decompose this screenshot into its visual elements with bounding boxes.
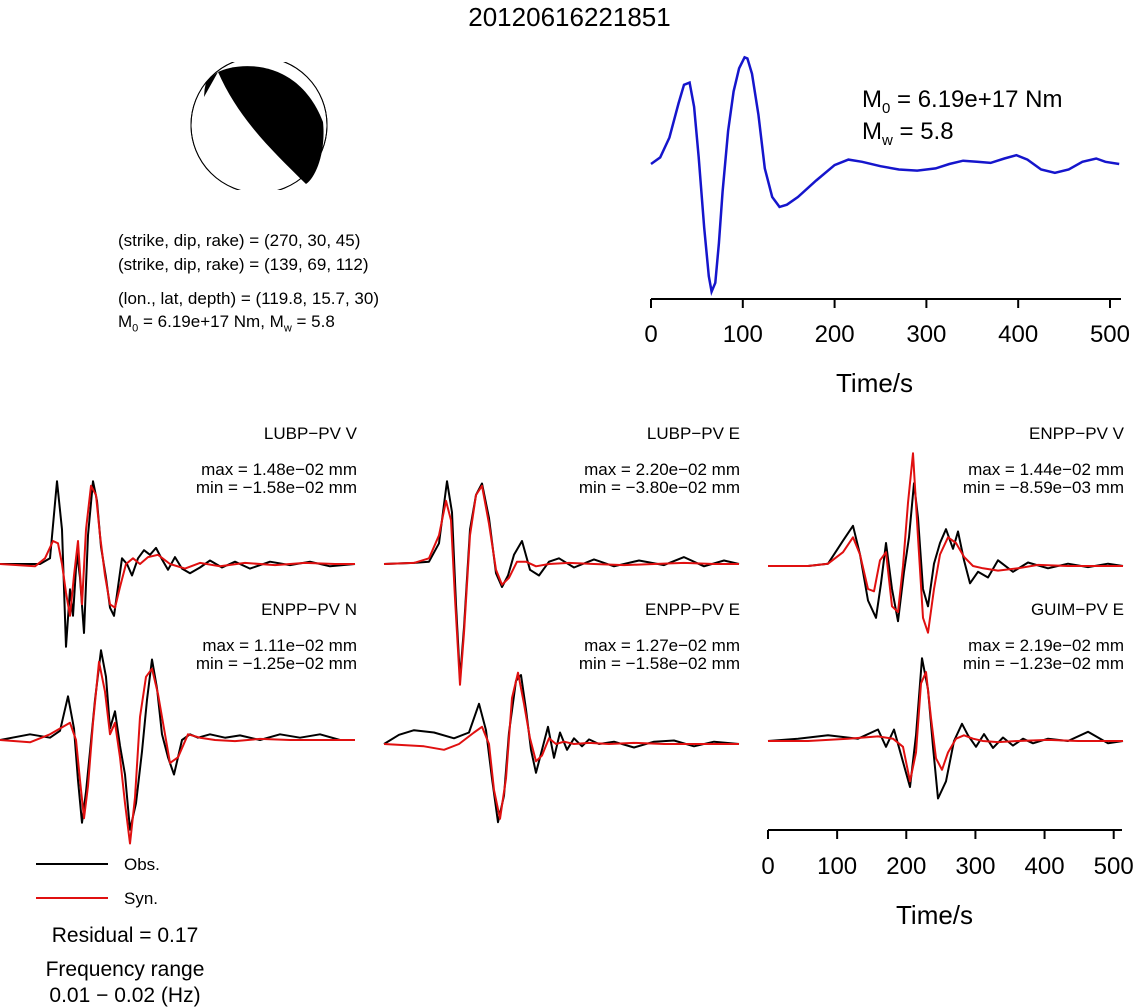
stf-x-tick-label: 200	[815, 321, 855, 348]
focal-mechanism-beachball-icon	[190, 62, 328, 190]
station-max: max = 2.20e−02 mm	[584, 460, 740, 479]
bottom-x-tick-label: 200	[886, 853, 926, 880]
bottom-time-x-ticks: 0 100 200 300 400 500	[761, 830, 1134, 880]
stf-x-ticks: 0 100 200 300 400 500	[644, 299, 1130, 348]
residual-label: Residual = 0.17	[51, 924, 199, 947]
station-min: min = −1.58e−02 mm	[195, 478, 357, 497]
bottom-x-tick-label: 0	[761, 853, 774, 880]
station-name: LUBP−PV V	[263, 424, 357, 443]
mechanism-plane1: (strike, dip, rake) = (270, 30, 45)	[118, 231, 361, 250]
station-name: GUIM−PV E	[1030, 600, 1124, 619]
stf-line	[650, 55, 1120, 296]
stf-x-tick-label: 400	[998, 321, 1038, 348]
station-panel: GUIM−PV E max = 2.19e−02 mm min = −1.23e…	[768, 596, 1139, 776]
stf-xlabel: Time/s	[836, 368, 914, 398]
stf-x-tick-label: 300	[906, 321, 946, 348]
observed-trace	[767, 657, 1124, 800]
mechanism-moment: M0 = 6.19e+17 Nm, Mw = 5.8	[118, 312, 335, 335]
observed-trace	[383, 674, 740, 824]
waveform-traces	[0, 452, 1124, 845]
stf-x-tick-label: 0	[644, 321, 657, 348]
observed-trace	[0, 649, 355, 831]
station-name: LUBP−PV E	[646, 424, 740, 443]
figure-title: 20120616221851	[468, 2, 671, 32]
frequency-label: Frequency range	[45, 958, 205, 981]
bottom-x-tick-label: 400	[1025, 853, 1065, 880]
synthetic-trace	[768, 671, 1123, 783]
frequency-value: 0.01 − 0.02 (Hz)	[49, 984, 201, 1007]
stf-x-tick-label: 100	[723, 321, 763, 348]
observed-trace	[383, 480, 740, 680]
station-max: max = 1.44e−02 mm	[968, 460, 1124, 479]
mechanism-location: (lon., lat, depth) = (119.8, 15.7, 30)	[118, 289, 379, 308]
station-max: max = 2.19e−02 mm	[968, 636, 1124, 655]
legend-syn-label: Syn.	[124, 889, 159, 908]
stf-mw-label: Mw = 5.8	[862, 118, 954, 149]
source-time-function-chart: 0 100 200 300 400 500	[644, 55, 1130, 348]
station-panel: ENPP−PV E max = 1.27e−02 mm min = −1.58e…	[384, 596, 740, 776]
bottom-x-tick-label: 300	[955, 853, 995, 880]
stf-m0-label: M0 = 6.19e+17 Nm	[862, 86, 1063, 117]
observed-trace	[768, 482, 1124, 623]
synthetic-trace	[0, 660, 355, 845]
bottom-x-tick-label: 500	[1094, 853, 1134, 880]
legend-obs-label: Obs.	[124, 855, 160, 874]
bottom-x-tick-label: 100	[817, 853, 857, 880]
station-min: min = −1.25e−02 mm	[195, 654, 357, 673]
synthetic-trace	[0, 484, 355, 617]
station-panel: LUBP−PV V max = 1.48e−02 mm min = −1.58e…	[0, 420, 357, 600]
station-max: max = 1.27e−02 mm	[584, 636, 740, 655]
station-name: ENPP−PV V	[1029, 424, 1124, 443]
station-min: min = −1.23e−02 mm	[962, 654, 1124, 673]
station-panel: ENPP−PV V max = 1.44e−02 mm min = −8.59e…	[768, 420, 1124, 600]
mechanism-plane2: (strike, dip, rake) = (139, 69, 112)	[118, 255, 369, 274]
legend-lines	[36, 863, 108, 899]
station-panel: LUBP−PV E max = 2.20e−02 mm min = −3.80e…	[384, 420, 740, 600]
synthetic-trace	[768, 452, 1123, 634]
bottom-time-xlabel: Time/s	[896, 900, 974, 930]
station-max: max = 1.11e−02 mm	[202, 636, 357, 655]
station-panel: ENPP−PV N max = 1.11e−02 mm min = −1.25e…	[0, 596, 357, 776]
station-min: min = −3.80e−02 mm	[578, 478, 740, 497]
synthetic-trace	[383, 671, 739, 820]
synthetic-trace	[383, 484, 739, 686]
station-name: ENPP−PV N	[261, 600, 357, 619]
stf-x-tick-label: 500	[1090, 321, 1130, 348]
station-min: min = −8.59e−03 mm	[962, 478, 1124, 497]
station-min: min = −1.58e−02 mm	[578, 654, 740, 673]
station-max: max = 1.48e−02 mm	[201, 460, 357, 479]
station-name: ENPP−PV E	[645, 600, 740, 619]
